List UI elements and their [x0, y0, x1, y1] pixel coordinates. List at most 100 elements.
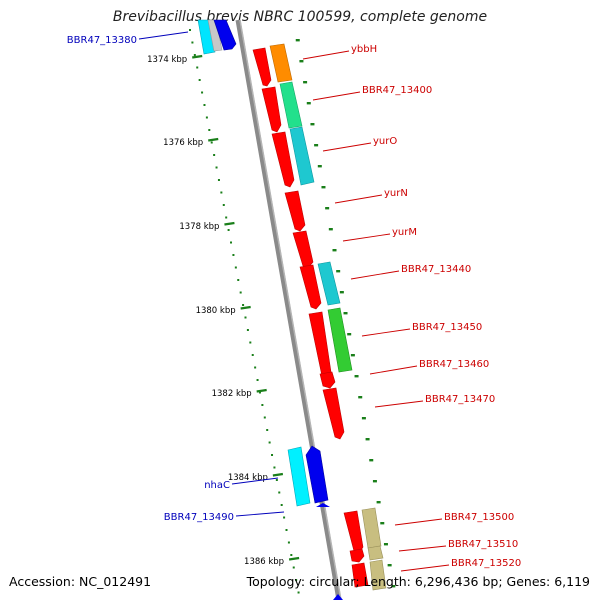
- tick-dot: [220, 191, 223, 194]
- tick-dot: [266, 429, 269, 431]
- gene-nhaC-cyan: [287, 446, 311, 507]
- tick-dot: [191, 41, 194, 44]
- label-leader-line: [302, 50, 350, 60]
- feature-label: BBR47_13440: [401, 264, 471, 275]
- tick-dot: [273, 466, 276, 469]
- tick-dot: [268, 441, 271, 444]
- gene-yurM: [292, 230, 314, 269]
- major-tick: [224, 221, 235, 226]
- tick-dot: [227, 229, 230, 231]
- outer-tick-dot: [365, 438, 370, 441]
- feature-label: BBR47_13380: [67, 35, 137, 46]
- reverse-strand-features: [197, 19, 343, 600]
- tick-dot: [189, 29, 191, 31]
- tick-dot: [287, 541, 290, 544]
- tick-dot: [280, 504, 283, 506]
- tick-dot: [193, 54, 196, 56]
- major-tick: [256, 388, 267, 393]
- feature-label: nhaC: [204, 480, 230, 491]
- outer-tick-dot: [372, 480, 377, 483]
- tick-dot: [201, 91, 204, 94]
- outer-tick-dot: [358, 396, 363, 399]
- gene-13520: [351, 562, 369, 588]
- accession-text: Accession: NC_012491: [9, 574, 152, 589]
- tick-dot: [258, 391, 261, 394]
- left-feature-labels: BBR47_13380 nhaC BBR47_13490: [67, 31, 285, 523]
- feature-label: BBR47_13460: [419, 359, 489, 370]
- tick-dot: [225, 216, 228, 219]
- label-leader-line: [361, 328, 411, 337]
- major-tick: [208, 137, 219, 142]
- tick-dot: [237, 279, 240, 281]
- feature-label: BBR47_13520: [451, 558, 521, 569]
- outer-tick-dot: [350, 354, 355, 357]
- outer-tick-dot: [328, 228, 333, 231]
- tick-dot: [196, 66, 199, 69]
- tick-dot: [234, 266, 237, 269]
- outer-tick-dot: [343, 312, 348, 315]
- outer-tick-dot: [299, 60, 304, 63]
- tick-dot: [290, 554, 293, 556]
- tick-dot: [244, 316, 247, 319]
- outer-dotted-track: [295, 39, 396, 588]
- gene-13400-green: [279, 81, 303, 129]
- gene-13460: [319, 371, 336, 389]
- label-leader-line: [342, 233, 391, 242]
- outer-tick-dot: [314, 144, 319, 147]
- gene-13380-gray: [207, 19, 223, 52]
- tick-label: 1380 kbp: [196, 306, 236, 316]
- outer-tick-dot: [387, 564, 392, 567]
- feature-label: yurM: [392, 227, 417, 238]
- tick-dot: [271, 454, 274, 456]
- gene-yurN: [284, 190, 306, 232]
- outer-tick-dot: [383, 543, 388, 546]
- tick-dot: [208, 129, 211, 131]
- outer-tick-dot: [336, 270, 341, 273]
- tick-dot: [242, 304, 245, 306]
- outer-tick-dot: [354, 375, 359, 378]
- outer-tick-dot: [325, 207, 330, 210]
- tick-dot: [285, 529, 288, 531]
- tick-label: 1384 kbp: [228, 473, 268, 483]
- tick-dot: [261, 404, 264, 406]
- gene-13450-green: [327, 307, 353, 373]
- tick-dot: [246, 329, 249, 331]
- feature-label: ybbH: [351, 44, 377, 55]
- gene-13380-blue: [213, 19, 237, 51]
- major-tick: [288, 556, 300, 561]
- gene-13470: [322, 387, 345, 440]
- tick-dot: [213, 154, 216, 156]
- tick-dot: [278, 491, 281, 494]
- tick-dot: [217, 179, 220, 181]
- tick-label: 1382 kbp: [212, 389, 252, 399]
- feature-label: yurO: [373, 136, 397, 147]
- outer-tick-dot: [317, 165, 322, 168]
- outer-tick-dot: [369, 459, 374, 462]
- tick-dot: [249, 341, 252, 344]
- tick-dot: [292, 566, 295, 569]
- tick-dot: [283, 516, 286, 519]
- outer-tick-dot: [339, 291, 344, 294]
- tick-dot: [232, 254, 235, 256]
- tick-label: 1386 kbp: [244, 557, 284, 567]
- gene-13450-red: [308, 311, 332, 379]
- tick-label: 1378 kbp: [179, 222, 219, 232]
- tick-dot: [222, 204, 225, 206]
- label-leader-line: [350, 270, 400, 280]
- label-leader-line: [369, 365, 418, 375]
- tick-dot: [297, 591, 300, 594]
- tick-dot: [210, 141, 213, 144]
- kbp-tick-track: [189, 29, 300, 594]
- tick-dot: [263, 416, 266, 419]
- feature-label: BBR47_13490: [164, 512, 234, 523]
- tick-dot: [239, 291, 242, 294]
- label-leader-line: [322, 142, 372, 152]
- gene-13490-blue: [305, 445, 329, 504]
- label-leader-line: [138, 31, 189, 40]
- genome-backbone: [235, 19, 342, 600]
- tick-dot: [275, 479, 278, 481]
- label-leader-line: [394, 518, 443, 526]
- gene-13440-red: [299, 264, 322, 310]
- feature-label: BBR47_13450: [412, 322, 482, 333]
- outer-tick-dot: [303, 81, 308, 84]
